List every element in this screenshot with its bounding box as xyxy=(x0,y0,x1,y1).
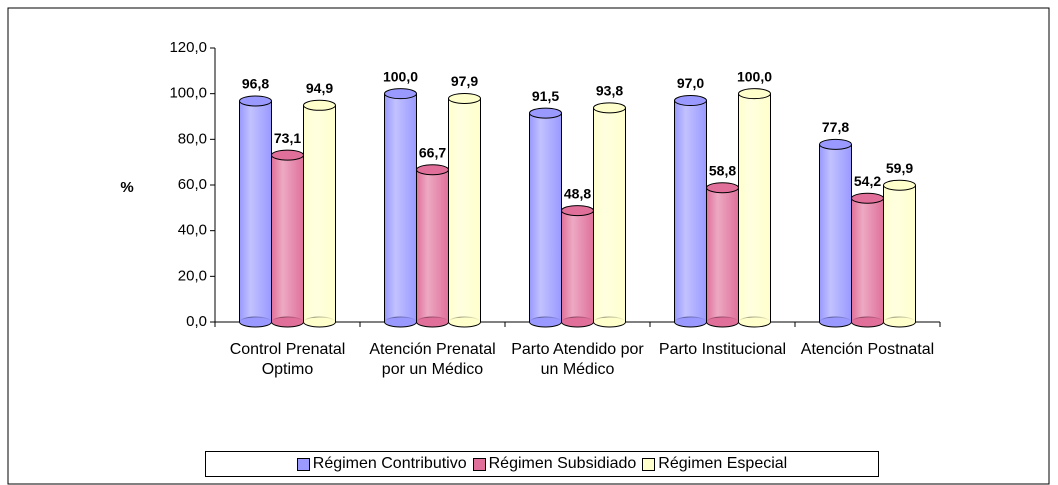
bar xyxy=(448,98,481,322)
y-tick-label: 60,0 xyxy=(178,176,207,193)
legend-label: Régimen Subsidiado xyxy=(488,455,637,472)
cylinder-top xyxy=(303,99,336,111)
y-tick-label: 40,0 xyxy=(178,222,207,239)
bar xyxy=(706,187,739,322)
cylinder-top xyxy=(883,179,916,191)
y-tick-label: 80,0 xyxy=(178,130,207,147)
bar xyxy=(384,93,417,323)
cylinder-top xyxy=(561,205,594,217)
legend-swatch xyxy=(472,457,486,471)
value-label: 91,5 xyxy=(532,88,559,104)
legend-label: Régimen Contributivo xyxy=(312,455,467,472)
cylinder-top xyxy=(416,164,449,176)
cylinder-top xyxy=(706,182,739,194)
cylinder-top xyxy=(674,95,707,107)
legend: Régimen Contributivo Régimen Subsidiado Ré… xyxy=(205,451,879,477)
cylinder-top xyxy=(448,92,481,104)
bar xyxy=(674,100,707,323)
y-axis-label: % xyxy=(120,179,133,196)
legend-item: Régimen Especial xyxy=(642,455,787,473)
value-label: 100,0 xyxy=(737,68,772,84)
bar xyxy=(819,144,852,322)
bar xyxy=(271,155,304,322)
x-tick-label: Control Prenatal Optimo xyxy=(229,341,346,378)
cylinder-top xyxy=(239,95,272,107)
bar xyxy=(239,100,272,323)
bar xyxy=(303,105,336,322)
value-label: 59,9 xyxy=(886,160,913,176)
x-tick-label: Parto Atendido por un Médico xyxy=(511,341,644,378)
value-label: 54,2 xyxy=(854,173,881,189)
y-tick-label: 120,0 xyxy=(169,39,207,56)
y-tick-label: 100,0 xyxy=(169,85,207,102)
bar xyxy=(883,185,916,322)
cylinder-top xyxy=(529,107,562,119)
bar xyxy=(851,198,884,322)
cylinder-top xyxy=(819,138,852,150)
legend-label: Régimen Especial xyxy=(658,455,788,472)
value-label: 94,9 xyxy=(306,80,333,96)
value-label: 73,1 xyxy=(274,130,301,146)
value-label: 97,9 xyxy=(451,73,478,89)
cylinder-top xyxy=(593,102,626,114)
cylinder-top xyxy=(738,88,771,100)
value-label: 93,8 xyxy=(596,83,623,99)
value-label: 96,8 xyxy=(242,76,269,92)
legend-item: Régimen Subsidiado xyxy=(472,455,637,473)
cylinder-top xyxy=(851,192,884,204)
bar xyxy=(593,107,626,322)
legend-swatch xyxy=(642,457,656,471)
bar xyxy=(529,113,562,322)
value-label: 100,0 xyxy=(383,68,418,84)
bar xyxy=(561,210,594,322)
y-tick-label: 20,0 xyxy=(178,267,207,284)
value-label: 66,7 xyxy=(419,144,446,160)
x-tick-label: Atención Prenatal por un Médico xyxy=(369,341,496,378)
cylinder-top xyxy=(384,88,417,100)
legend-swatch xyxy=(296,457,310,471)
x-tick-label: Atención Postnatal xyxy=(800,341,935,358)
bar xyxy=(416,169,449,322)
value-label: 97,0 xyxy=(677,75,704,91)
value-label: 48,8 xyxy=(564,185,591,201)
y-tick-label: 0,0 xyxy=(186,313,207,330)
x-tick-label: Parto Institucional xyxy=(658,341,787,358)
bar xyxy=(738,93,771,323)
value-label: 77,8 xyxy=(822,119,849,135)
cylinder-top xyxy=(271,149,304,161)
legend-item: Régimen Contributivo xyxy=(296,455,467,473)
value-label: 58,8 xyxy=(709,162,736,178)
